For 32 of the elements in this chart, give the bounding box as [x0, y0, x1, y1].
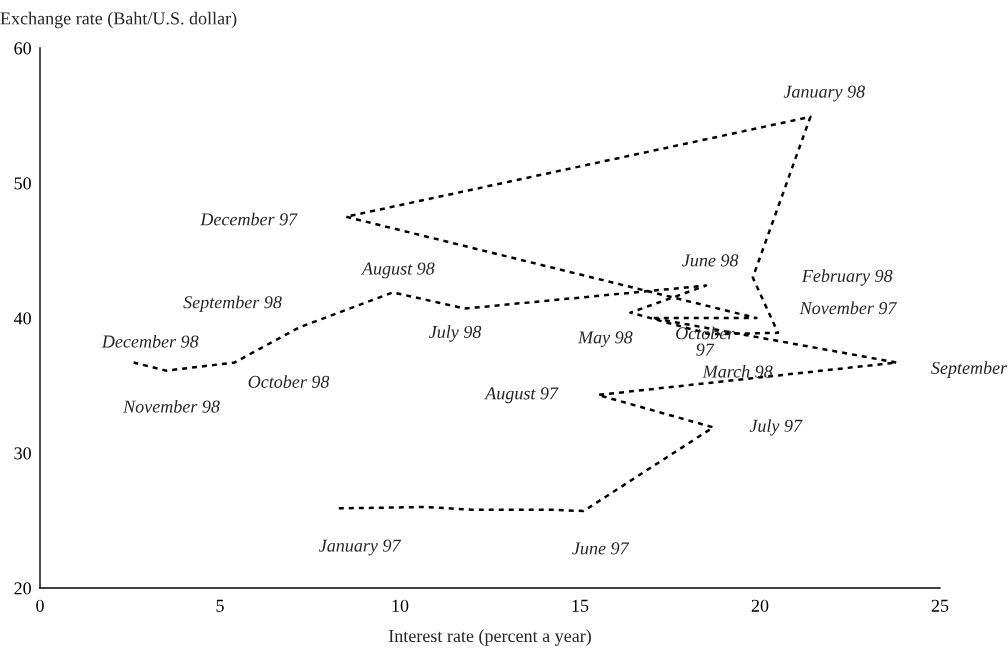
annotation: September — [931, 361, 1008, 378]
annotation: August 98 — [361, 262, 435, 279]
annotation: October 97 — [676, 326, 735, 356]
annotation: November 97 — [799, 301, 898, 315]
annotation: May 98 — [577, 331, 633, 348]
y-tick-label: 40 — [13, 312, 31, 325]
annotation: July 97 — [749, 419, 803, 436]
y-axis-title: Exchange rate (Baht/U.S. dollar) — [0, 11, 237, 29]
y-tick-label: 20 — [14, 582, 31, 595]
annotation: January 97 — [319, 539, 402, 556]
annotation: June 98 — [682, 254, 739, 267]
x-tick-label: 15 — [572, 599, 589, 612]
annotation: December 98 — [101, 334, 199, 348]
annotation: February 98 — [801, 269, 893, 286]
x-tick-label: 0 — [36, 599, 44, 612]
annotation: July 98 — [429, 325, 482, 342]
y-tick-label: 60 — [14, 42, 31, 55]
y-tick-label: 50 — [14, 177, 31, 190]
x-tick-label: 20 — [751, 599, 769, 612]
annotation: June 97 — [572, 542, 630, 555]
x-tick-label: 5 — [216, 599, 224, 612]
x-tick-label: 10 — [392, 599, 409, 612]
annotation: December 97 — [200, 212, 298, 226]
x-axis-title: Interest rate (percent a year) — [388, 629, 591, 646]
x-tick-label: 25 — [931, 599, 949, 612]
annotation: January 98 — [783, 85, 865, 102]
y-tick-label: 30 — [14, 447, 31, 460]
annotation: August 97 — [484, 387, 559, 404]
annotation: September 98 — [183, 295, 282, 313]
annotation: November 98 — [123, 399, 220, 413]
annotation: March 98 — [702, 364, 773, 378]
annotation: October 98 — [248, 375, 330, 388]
